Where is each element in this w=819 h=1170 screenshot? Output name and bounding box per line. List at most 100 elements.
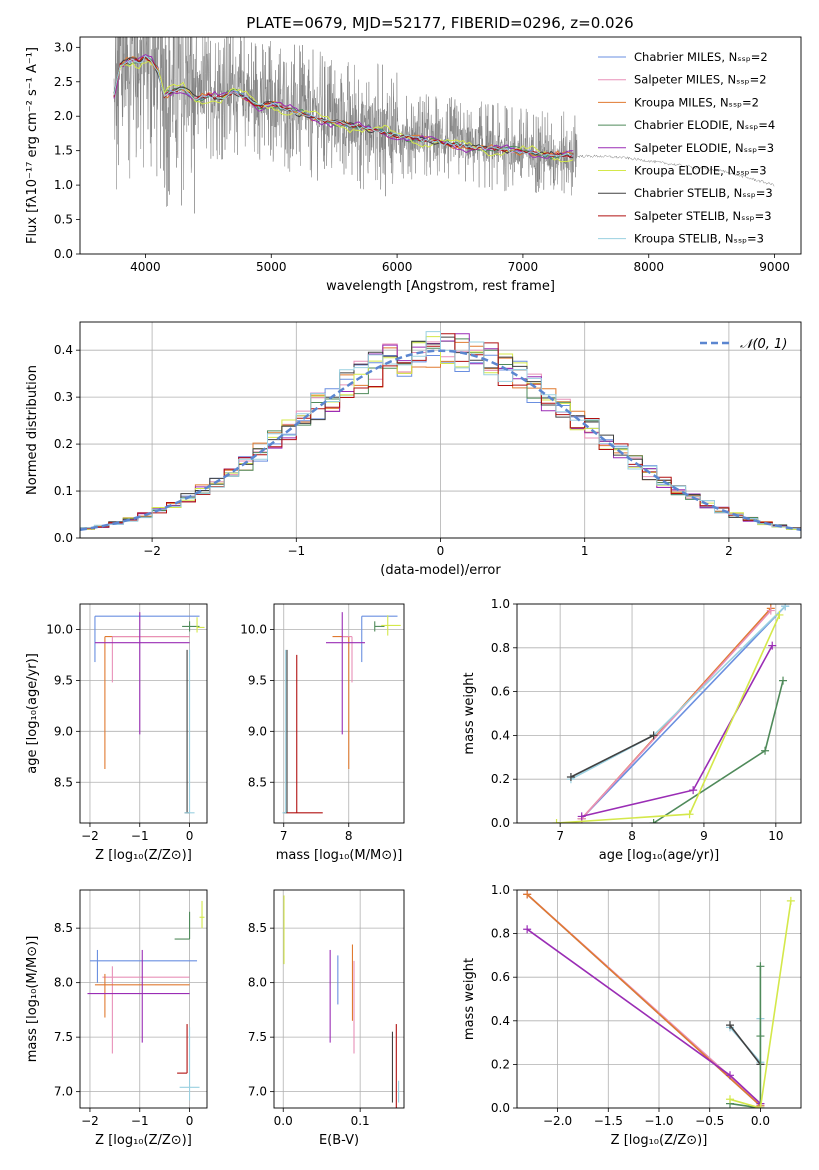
- mass-weight-marker: [685, 810, 694, 819]
- x-tick-label: −1: [131, 1114, 149, 1128]
- legend-label: Salpeter STELIB, Nₛₛₚ=3: [634, 209, 772, 223]
- panel-1-plot-area: [80, 331, 801, 538]
- y-tick-label: 0.2: [491, 772, 510, 786]
- mass-weight-line-5: [729, 1024, 762, 1065]
- errorbar-point: [184, 649, 195, 814]
- y-tick-label: 0.0: [491, 816, 510, 830]
- x-tick-label: −2: [143, 544, 161, 558]
- panel-5-axes: −2 −1 0 7.0 7.5 8.0 8.5: [54, 890, 207, 1128]
- errorbar-point: [332, 636, 350, 770]
- x-tick-label: 1: [581, 544, 589, 558]
- panel-3-xlabel: mass [log₁₀(M/M⊙)]: [276, 848, 403, 863]
- y-tick-label: 9.5: [54, 673, 73, 687]
- x-tick-label: 2: [725, 544, 733, 558]
- panel-2-frame: [79, 603, 208, 824]
- panel-0-axes: 4000 5000 6000 7000 8000 9000 0.0 0.5 1.0 1.5 2.0 2…: [54, 40, 790, 274]
- x-tick-label: −1: [131, 829, 149, 843]
- legend-label: Chabrier MILES, Nₛₛₚ=2: [634, 50, 768, 64]
- y-tick-label: 8.5: [54, 775, 73, 789]
- mass-weight-line-2: [526, 893, 761, 1107]
- errorbar-point: [102, 966, 190, 1054]
- x-tick-label: 7: [556, 829, 564, 843]
- y-tick-label: 0.4: [54, 343, 73, 357]
- mass-weight-marker: [775, 610, 784, 619]
- legend-label: Chabrier STELIB, Nₛₛₚ=3: [634, 186, 773, 200]
- mass-weight-marker: [726, 1095, 734, 1104]
- legend-label: Kroupa STELIB, Nₛₛₚ=3: [634, 232, 764, 246]
- y-tick-label: 0.1: [54, 484, 73, 498]
- mass-weight-marker: [552, 819, 561, 823]
- x-tick-label: −1: [287, 544, 305, 558]
- errorbar-point: [174, 911, 191, 940]
- y-tick-label: 0.4: [491, 728, 510, 742]
- y-tick-label: 9.0: [54, 724, 73, 738]
- y-tick-label: 8.5: [248, 775, 267, 789]
- mass-weight-marker: [649, 731, 658, 740]
- residual-legend: 𝒩(0, 1): [700, 337, 787, 352]
- panel-5-xlabel: Z [log₁₀(Z/Z⊙)]: [95, 1133, 192, 1148]
- panel-0-xlabel: wavelength [Angstrom, rest frame]: [326, 279, 555, 294]
- legend-label: Chabrier ELODIE, Nₛₛₚ=4: [634, 118, 775, 132]
- y-tick-label: 0.8: [491, 927, 510, 941]
- y-tick-label: 8.0: [54, 976, 73, 990]
- x-tick-label: 8000: [633, 260, 664, 274]
- y-tick-label: 0.3: [54, 390, 73, 404]
- x-tick-label: 10: [768, 829, 783, 843]
- y-tick-label: 7.0: [54, 1085, 73, 1099]
- x-tick-label: 6000: [382, 260, 413, 274]
- legend-label: 𝒩(0, 1): [740, 337, 787, 352]
- panel-3-plot-area: [282, 612, 401, 814]
- y-tick-label: 0.6: [491, 685, 510, 699]
- panel-7-ylabel: mass weight: [462, 958, 477, 1040]
- mass-weight-marker: [768, 641, 777, 650]
- mass-weight-line-5: [581, 645, 773, 818]
- x-tick-label: −2.0: [543, 1114, 572, 1128]
- panel-6-plot-area: [283, 895, 400, 1108]
- mass-weight-line-3: [570, 605, 786, 780]
- mass-weight-marker: [766, 606, 775, 615]
- mass-weight-line-4: [729, 1018, 762, 1065]
- x-tick-label: 7000: [508, 260, 539, 274]
- mass-weight-marker: [756, 1032, 765, 1041]
- y-tick-label: 1.0: [491, 883, 510, 897]
- y-tick-label: 0.6: [491, 970, 510, 984]
- y-tick-label: 3.0: [54, 40, 73, 54]
- spectrum-legend: Chabrier MILES, Nₛₛₚ=2 Salpeter MILES, Nₛ…: [598, 50, 775, 246]
- mass-weight-marker: [761, 746, 770, 755]
- mass-weight-line-0: [581, 605, 786, 820]
- errorbar-point: [199, 900, 205, 929]
- panel-2-plot-area: [94, 612, 205, 814]
- errorbar-point: [87, 949, 190, 1043]
- panel-0-frame: [79, 36, 802, 255]
- errorbar-point: [89, 949, 198, 983]
- panel-4-frame: [516, 603, 802, 824]
- x-tick-label: −1.0: [644, 1114, 673, 1128]
- x-tick-label: 0: [186, 829, 194, 843]
- y-tick-label: 0.8: [491, 641, 510, 655]
- errorbar-point: [287, 654, 323, 814]
- mass-weight-line-2: [581, 610, 772, 820]
- panel-7-plot-area: [523, 890, 795, 1108]
- panel-6-xlabel: E(B-V): [319, 1133, 359, 1148]
- errorbar-point: [179, 1027, 200, 1101]
- mass-weight-marker: [781, 604, 790, 611]
- y-tick-label: 8.5: [54, 921, 73, 935]
- x-tick-label: 8: [628, 829, 636, 843]
- panel-1-ylabel: Normed distribution: [25, 365, 40, 495]
- x-tick-label: 9: [700, 829, 708, 843]
- panel-0-plot-area: [113, 37, 775, 214]
- panel-0-ylabel: Flux [fλ10⁻¹⁷ erg cm⁻² s⁻¹ A⁻¹]: [25, 47, 40, 244]
- errorbar-point: [104, 636, 190, 770]
- panel-2-axes: −2 −1 0 8.5 9.0 9.5 10.0: [46, 604, 207, 843]
- panel-4-ylabel: mass weight: [462, 672, 477, 754]
- mass-weight-marker: [756, 962, 765, 971]
- panel-4-axes: 7 8 9 10 0.0 0.2 0.4 0.6 0.8 1.0: [491, 597, 801, 843]
- panel-7-frame: [516, 889, 802, 1109]
- panel-5-plot-area: [87, 900, 205, 1101]
- y-tick-label: 2.5: [54, 75, 73, 89]
- panel-6-frame: [273, 889, 405, 1109]
- mass-weight-marker: [523, 890, 532, 899]
- y-tick-label: 7.5: [248, 1030, 267, 1044]
- y-tick-label: 0.0: [54, 247, 73, 261]
